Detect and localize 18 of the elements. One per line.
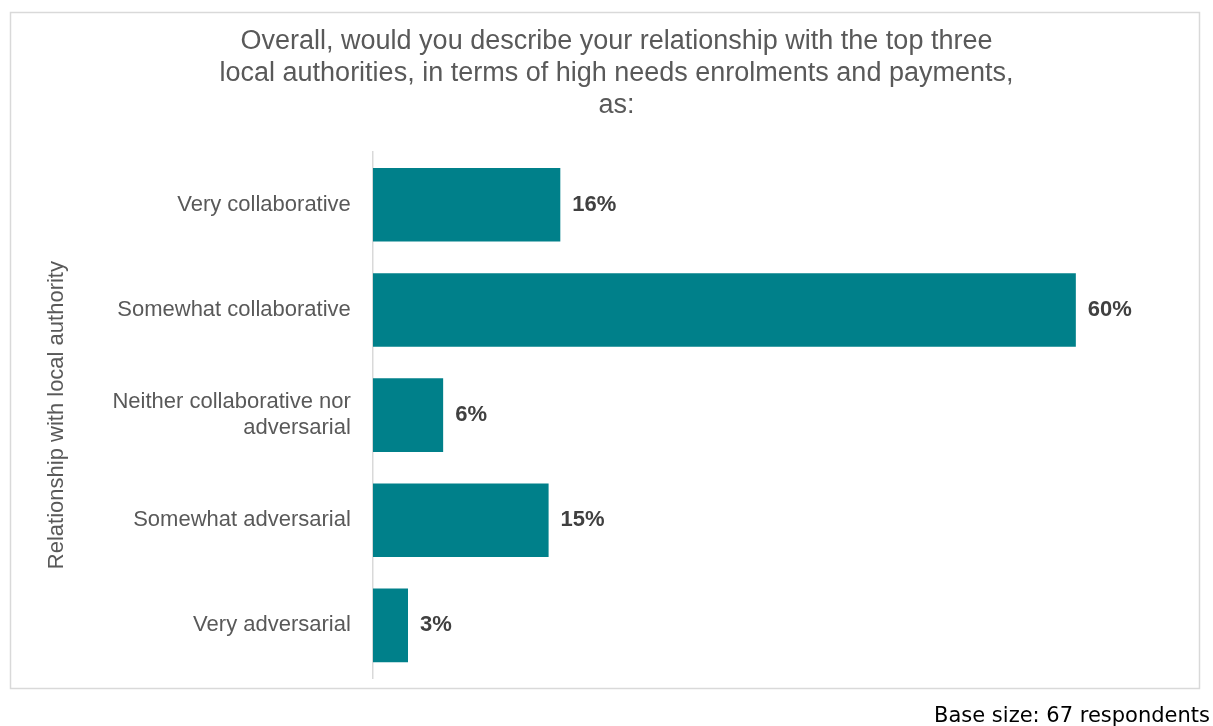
y-tick-label: Somewhat adversarial [133, 506, 351, 532]
y-tick-label: Somewhat collaborative [117, 296, 351, 321]
bar [372, 167, 561, 242]
bar [372, 273, 1076, 347]
bar [372, 483, 549, 558]
text: Base size: 67 respondents [934, 703, 1210, 726]
y-tick-label: Very adversarial [193, 611, 351, 637]
data-label: 16% [572, 190, 617, 216]
y-axis-title: Relationship with local authority [43, 261, 69, 570]
y-tick-label: Very collaborative [177, 190, 351, 216]
data-label: 60% [1087, 296, 1132, 321]
chart-title: Overall, would you describe your relationship with the top three local authorities, in terms of high needs enrolments and payments, as: [219, 24, 1014, 120]
bar [372, 588, 408, 663]
data-label: 15% [560, 506, 605, 532]
bar [372, 378, 444, 452]
y-tick-label: Neither collaborative nor adversarial [112, 387, 351, 440]
data-label: 3% [420, 611, 452, 637]
data-label: 6% [455, 401, 487, 427]
